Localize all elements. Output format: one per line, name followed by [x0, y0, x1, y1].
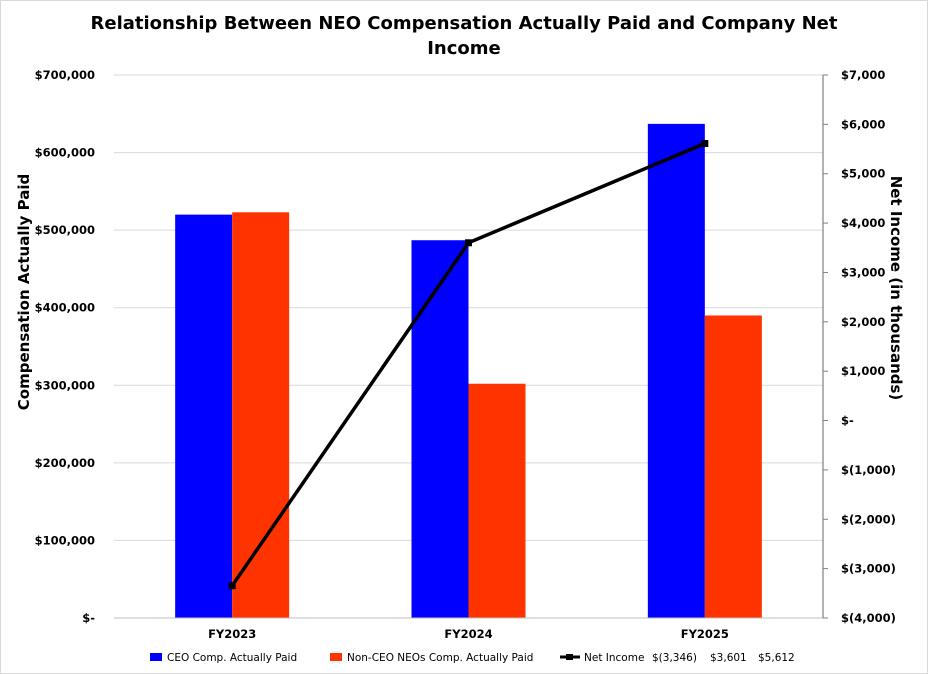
left-tick-label: $700,000: [35, 68, 95, 82]
legend-label-ceo: CEO Comp. Actually Paid: [167, 652, 297, 664]
left-axis-title: Compensation Actually Paid: [15, 174, 33, 410]
net-income-point-fy2024: [465, 239, 472, 247]
left-tick-label: $100,000: [35, 533, 95, 547]
right-tick-label: $5,000: [841, 167, 885, 181]
right-tick-label: $6,000: [841, 117, 885, 131]
right-tick-label: $1,000: [841, 364, 885, 378]
net-income-line: [228, 140, 709, 590]
right-tick-label: $4,000: [841, 216, 885, 230]
left-tick-label: $-: [82, 611, 95, 625]
bars: [175, 123, 762, 619]
x-tick-label: FY2023: [208, 627, 256, 641]
legend-label-non-ceo: Non-CEO NEOs Comp. Actually Paid: [347, 652, 533, 664]
ceo-bar-fy2023: [175, 214, 233, 618]
right-tick-label: $(3,000): [841, 562, 896, 576]
left-tick-label: $400,000: [35, 301, 95, 315]
right-tick-label: $2,000: [841, 315, 885, 329]
right-tick-label: $(4,000): [841, 611, 896, 625]
left-tick-label: $600,000: [35, 146, 95, 160]
legend-label-net-income: Net Income: [584, 652, 644, 664]
left-tick-label: $300,000: [35, 378, 95, 392]
legend-swatch-ceo: [150, 653, 162, 661]
chart-title-line-2: Income: [427, 38, 501, 59]
right-axis-ticks: $(4,000) $(3,000) $(2,000) $(1,000) $- $1,000…: [823, 68, 896, 625]
legend: CEO Comp. Actually Paid Non-CEO NEOs Com…: [150, 652, 795, 664]
left-axis-ticks: $- $100,000 $200,000 $300,000 $400,000 $500,0…: [35, 68, 96, 625]
left-tick-label: $500,000: [35, 223, 95, 237]
legend-marker-net-income: [566, 654, 573, 660]
ceo-bar-fy2024: [411, 240, 469, 618]
legend-value-fy2023: $(3,346): [652, 652, 697, 664]
non-ceo-bar-fy2024: [468, 383, 526, 618]
net-income-point-fy2025: [701, 140, 709, 148]
right-tick-label: $(2,000): [841, 512, 896, 526]
left-tick-label: $200,000: [35, 456, 95, 470]
right-tick-label: $7,000: [841, 68, 885, 82]
non-ceo-bar-fy2023: [232, 212, 290, 618]
right-tick-label: $3,000: [841, 265, 885, 279]
right-tick-label: $-: [841, 414, 854, 428]
ceo-bar-fy2025: [647, 123, 705, 619]
legend-value-fy2024: $3,601: [710, 652, 747, 664]
legend-value-fy2025: $5,612: [758, 652, 795, 664]
chart-title-line-1: Relationship Between NEO Compensation Ac…: [91, 13, 838, 34]
legend-swatch-non-ceo: [330, 653, 342, 661]
right-tick-label: $(1,000): [841, 463, 896, 477]
right-axis-title: Net Income (in thousands): [887, 176, 905, 401]
x-tick-label: FY2025: [681, 627, 729, 641]
x-axis-ticks: FY2023 FY2024 FY2025: [208, 627, 729, 641]
non-ceo-bar-fy2025: [704, 315, 762, 618]
x-tick-label: FY2024: [444, 627, 492, 641]
axes: [114, 75, 824, 619]
net-income-point-fy2023: [228, 582, 236, 590]
